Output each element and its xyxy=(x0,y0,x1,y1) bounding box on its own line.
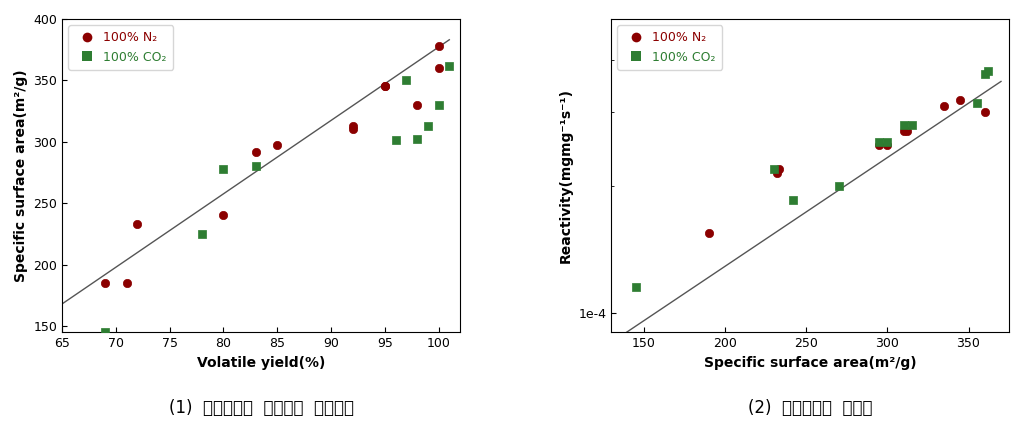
X-axis label: Volatile yield(%): Volatile yield(%) xyxy=(197,356,325,369)
Point xyxy=(419,122,436,129)
Point xyxy=(785,197,801,204)
Point xyxy=(879,138,895,145)
Point xyxy=(431,43,447,49)
Point xyxy=(398,77,414,84)
Point xyxy=(431,101,447,108)
Point xyxy=(345,122,361,129)
Point xyxy=(871,142,887,149)
Point xyxy=(269,142,285,149)
Point xyxy=(952,97,969,104)
Point xyxy=(409,101,426,108)
Y-axis label: Reactivity(mgmg⁻¹s⁻¹): Reactivity(mgmg⁻¹s⁻¹) xyxy=(559,88,573,263)
Point xyxy=(770,165,787,172)
Point xyxy=(980,68,996,75)
Point xyxy=(701,229,717,236)
Point xyxy=(765,165,782,172)
Text: (2)  비표면적과  반응성: (2) 비표면적과 반응성 xyxy=(748,400,873,417)
Point xyxy=(871,138,887,145)
Point xyxy=(409,136,426,143)
Point xyxy=(977,70,993,77)
Point xyxy=(895,121,911,128)
Y-axis label: Specific surface area(m²/g): Specific surface area(m²/g) xyxy=(14,69,28,282)
Text: (1)  탈휘발율과  생성촤의  비표면적: (1) 탈휘발율과 생성촤의 비표면적 xyxy=(169,400,354,417)
Point xyxy=(345,126,361,133)
Legend: 100% N₂, 100% CO₂: 100% N₂, 100% CO₂ xyxy=(69,25,173,70)
Point xyxy=(895,128,911,135)
Point xyxy=(215,212,231,219)
Point xyxy=(248,148,264,155)
Point xyxy=(879,142,895,149)
Point xyxy=(898,128,915,135)
Point xyxy=(193,230,210,237)
Point xyxy=(977,109,993,115)
Legend: 100% N₂, 100% CO₂: 100% N₂, 100% CO₂ xyxy=(618,25,722,70)
Point xyxy=(119,279,135,286)
Point xyxy=(376,83,393,90)
Point xyxy=(97,329,114,336)
Point xyxy=(431,65,447,72)
Point xyxy=(831,183,847,190)
Point xyxy=(441,62,457,69)
Point xyxy=(248,163,264,170)
Point xyxy=(936,103,952,109)
Point xyxy=(903,121,920,128)
Point xyxy=(215,165,231,172)
Point xyxy=(969,100,985,106)
Point xyxy=(627,284,643,291)
Point xyxy=(388,137,404,144)
Point xyxy=(129,221,145,227)
Point xyxy=(768,170,785,176)
Point xyxy=(376,83,393,90)
X-axis label: Specific surface area(m²/g): Specific surface area(m²/g) xyxy=(704,356,917,369)
Point xyxy=(97,279,114,286)
